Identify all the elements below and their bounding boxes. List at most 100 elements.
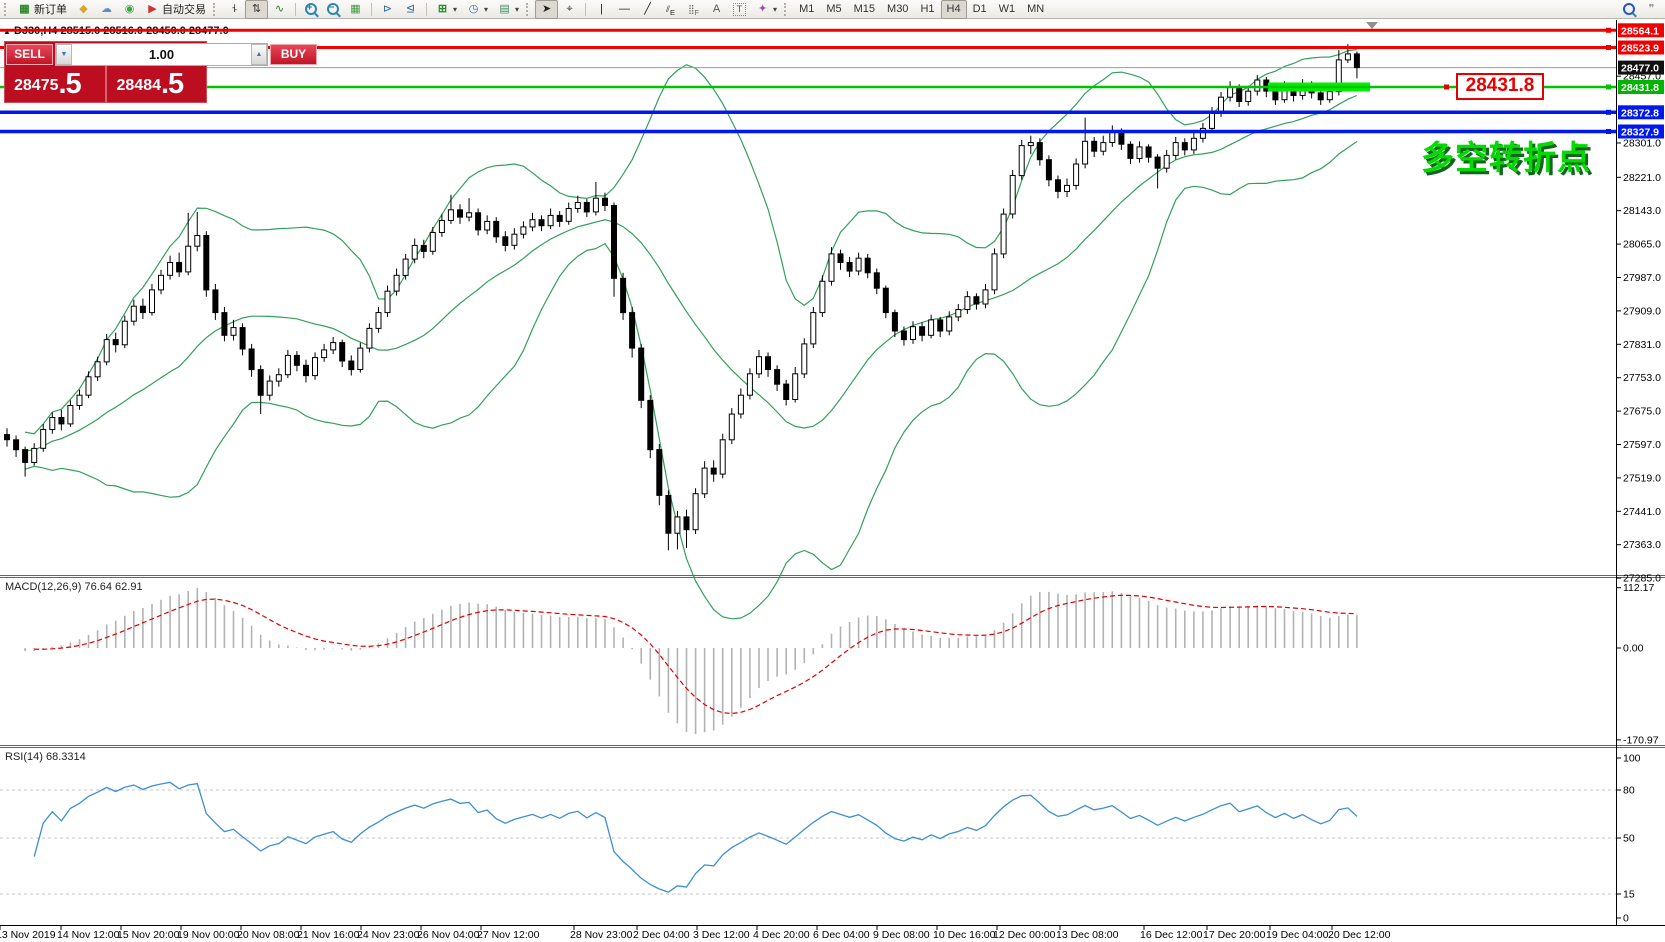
macd-signal-line bbox=[34, 594, 1357, 715]
svg-text:26 Nov 04:00: 26 Nov 04:00 bbox=[417, 929, 480, 941]
volume-input[interactable] bbox=[72, 44, 251, 65]
cursor-button[interactable]: ➤ bbox=[535, 0, 559, 19]
chart-shift-icon: ⊴ bbox=[405, 2, 416, 15]
sell-price[interactable]: 28475 .5 bbox=[4, 66, 105, 102]
volume-increase-button[interactable]: ▲ bbox=[251, 44, 267, 65]
candlestick-chart-button[interactable]: ⇅ bbox=[245, 0, 268, 19]
svg-text:27909.0: 27909.0 bbox=[1623, 305, 1661, 317]
line-handle[interactable] bbox=[1606, 45, 1611, 50]
svg-text:28523.9: 28523.9 bbox=[1621, 43, 1659, 55]
svg-text:20 Dec 12:00: 20 Dec 12:00 bbox=[1328, 929, 1391, 941]
indicator-axes: 112.17 0.00 -170.97 100 80 50 15 0 bbox=[1616, 582, 1659, 925]
svg-text:0.00: 0.00 bbox=[1623, 643, 1644, 655]
timeframe-m1[interactable]: M1 bbox=[799, 3, 815, 15]
toolbar-grip[interactable] bbox=[784, 2, 789, 16]
line-chart-icon: ∿ bbox=[274, 2, 285, 15]
svg-text:28372.8: 28372.8 bbox=[1621, 107, 1659, 119]
svg-text:24 Nov 23:00: 24 Nov 23:00 bbox=[357, 929, 420, 941]
indicators-button[interactable]: ⊞ ▾ bbox=[431, 0, 462, 19]
svg-text:19 Nov 00:00: 19 Nov 00:00 bbox=[177, 929, 240, 941]
templates-button[interactable]: ▤ ▾ bbox=[493, 0, 524, 19]
svg-text:15 Nov 20:00: 15 Nov 20:00 bbox=[117, 929, 180, 941]
horizontal-line-button[interactable]: — bbox=[613, 0, 636, 19]
buy-price[interactable]: 28484 .5 bbox=[107, 66, 208, 102]
chinese-annotation[interactable]: 多空转折点 bbox=[1421, 139, 1591, 176]
fibonacci-button[interactable]: ⣿F bbox=[682, 0, 705, 19]
buy-price-int: 28484 bbox=[116, 77, 162, 94]
svg-text:100: 100 bbox=[1623, 753, 1641, 765]
crosshair-button[interactable]: ⌖ bbox=[558, 0, 581, 19]
svg-text:28431.8: 28431.8 bbox=[1621, 82, 1659, 94]
zoom-out-button[interactable]: − bbox=[322, 0, 344, 19]
callout-anchor[interactable] bbox=[1444, 84, 1449, 90]
fibonacci-icon: ⣿F bbox=[687, 3, 700, 17]
text-button[interactable]: A bbox=[705, 0, 728, 19]
timeframe-m30[interactable]: M30 bbox=[887, 3, 909, 15]
timeframe-d1[interactable]: D1 bbox=[972, 3, 987, 15]
trendline-button[interactable]: ╱ bbox=[636, 0, 659, 19]
chevron-down-icon: ▾ bbox=[773, 4, 778, 14]
price-callout[interactable]: 28431.8 bbox=[1456, 73, 1544, 100]
candlestick-icon: ⇅ bbox=[251, 2, 262, 15]
candles bbox=[4, 44, 1360, 551]
crosshair-icon: ⌖ bbox=[566, 2, 573, 15]
channel-button[interactable]: ⫽E bbox=[659, 0, 682, 19]
arrows-button[interactable]: ✦ ▾ bbox=[751, 0, 782, 19]
community-button[interactable]: ☁ bbox=[95, 0, 118, 19]
svg-text:20 Nov 08:00: 20 Nov 08:00 bbox=[237, 929, 300, 941]
svg-text:10 Dec 16:00: 10 Dec 16:00 bbox=[933, 929, 996, 941]
autotrading-icon: ▶ bbox=[148, 2, 157, 15]
zoom-in-button[interactable]: + bbox=[300, 0, 322, 19]
history-center-button[interactable]: ◆ bbox=[72, 0, 95, 19]
toolbar-grip[interactable] bbox=[526, 2, 531, 16]
line-handle[interactable] bbox=[1606, 129, 1611, 134]
line-handle[interactable] bbox=[1606, 27, 1611, 33]
volume-control: ▼ ▲ bbox=[55, 43, 268, 66]
price-tag: 28523.9 bbox=[1618, 40, 1664, 55]
horizontal-line-icon: — bbox=[619, 2, 631, 15]
volume-decrease-button[interactable]: ▼ bbox=[56, 44, 72, 65]
text-icon: A bbox=[712, 2, 721, 15]
svg-text:28477.0: 28477.0 bbox=[1621, 63, 1659, 75]
chat-button[interactable]: ❞ bbox=[1640, 0, 1663, 19]
autotrading-button[interactable]: ▶ 自动交易 bbox=[141, 0, 211, 19]
svg-text:27441.0: 27441.0 bbox=[1623, 506, 1661, 518]
buy-button[interactable]: BUY bbox=[270, 44, 317, 65]
signals-button[interactable]: ◉ bbox=[118, 0, 141, 19]
bar-chart-icon: ˧˫ bbox=[231, 2, 238, 15]
timeframe-m5[interactable]: M5 bbox=[826, 3, 842, 15]
price-tag: 28564.1 bbox=[1618, 23, 1664, 38]
svg-text:19 Dec 04:00: 19 Dec 04:00 bbox=[1266, 929, 1329, 941]
periods-button[interactable]: ◷ ▾ bbox=[462, 0, 493, 19]
bar-chart-button[interactable]: ˧˫ bbox=[222, 0, 245, 19]
chart-shift-button[interactable]: ⊴ bbox=[399, 0, 422, 19]
timeframe-w1[interactable]: W1 bbox=[998, 3, 1016, 15]
line-handle[interactable] bbox=[1606, 84, 1611, 90]
text-label-button[interactable]: T bbox=[728, 0, 751, 19]
chart-shift-marker-icon[interactable] bbox=[1366, 22, 1378, 29]
svg-text:16 Dec 12:00: 16 Dec 12:00 bbox=[1140, 929, 1203, 941]
price-tag: 28372.8 bbox=[1618, 105, 1664, 120]
rsi-label: RSI(14) 68.3314 bbox=[5, 751, 86, 763]
vertical-line-button[interactable]: | bbox=[590, 0, 613, 19]
timeframe-mn[interactable]: MN bbox=[1027, 3, 1045, 15]
timeframe-h4[interactable]: H4 bbox=[940, 0, 967, 19]
price-tag: 28327.9 bbox=[1618, 124, 1664, 139]
timeframe-m15[interactable]: M15 bbox=[853, 3, 876, 15]
line-chart-button[interactable]: ∿ bbox=[268, 0, 291, 19]
sell-price-int: 28475 bbox=[14, 77, 59, 94]
new-order-button[interactable]: ▦ 新订单 bbox=[13, 0, 72, 19]
svg-text:27285.0: 27285.0 bbox=[1623, 573, 1661, 585]
svg-text:28564.1: 28564.1 bbox=[1621, 25, 1659, 37]
auto-scroll-button[interactable]: ⊳ bbox=[376, 0, 399, 19]
svg-text:27753.0: 27753.0 bbox=[1623, 372, 1661, 384]
toolbar-grip[interactable] bbox=[213, 2, 218, 16]
timeframe-h1[interactable]: H1 bbox=[920, 3, 935, 15]
toolbar-grip[interactable] bbox=[4, 2, 9, 16]
svg-text:27519.0: 27519.0 bbox=[1623, 472, 1661, 484]
sell-button[interactable]: SELL bbox=[6, 44, 53, 65]
search-button[interactable] bbox=[1618, 0, 1640, 19]
chart-canvas[interactable]: DJ30,H4 28515.0 28516.0 28450.0 28477.0 … bbox=[0, 19, 1665, 942]
line-handle[interactable] bbox=[1606, 109, 1611, 115]
tile-windows-button[interactable]: ▦ bbox=[344, 0, 367, 19]
